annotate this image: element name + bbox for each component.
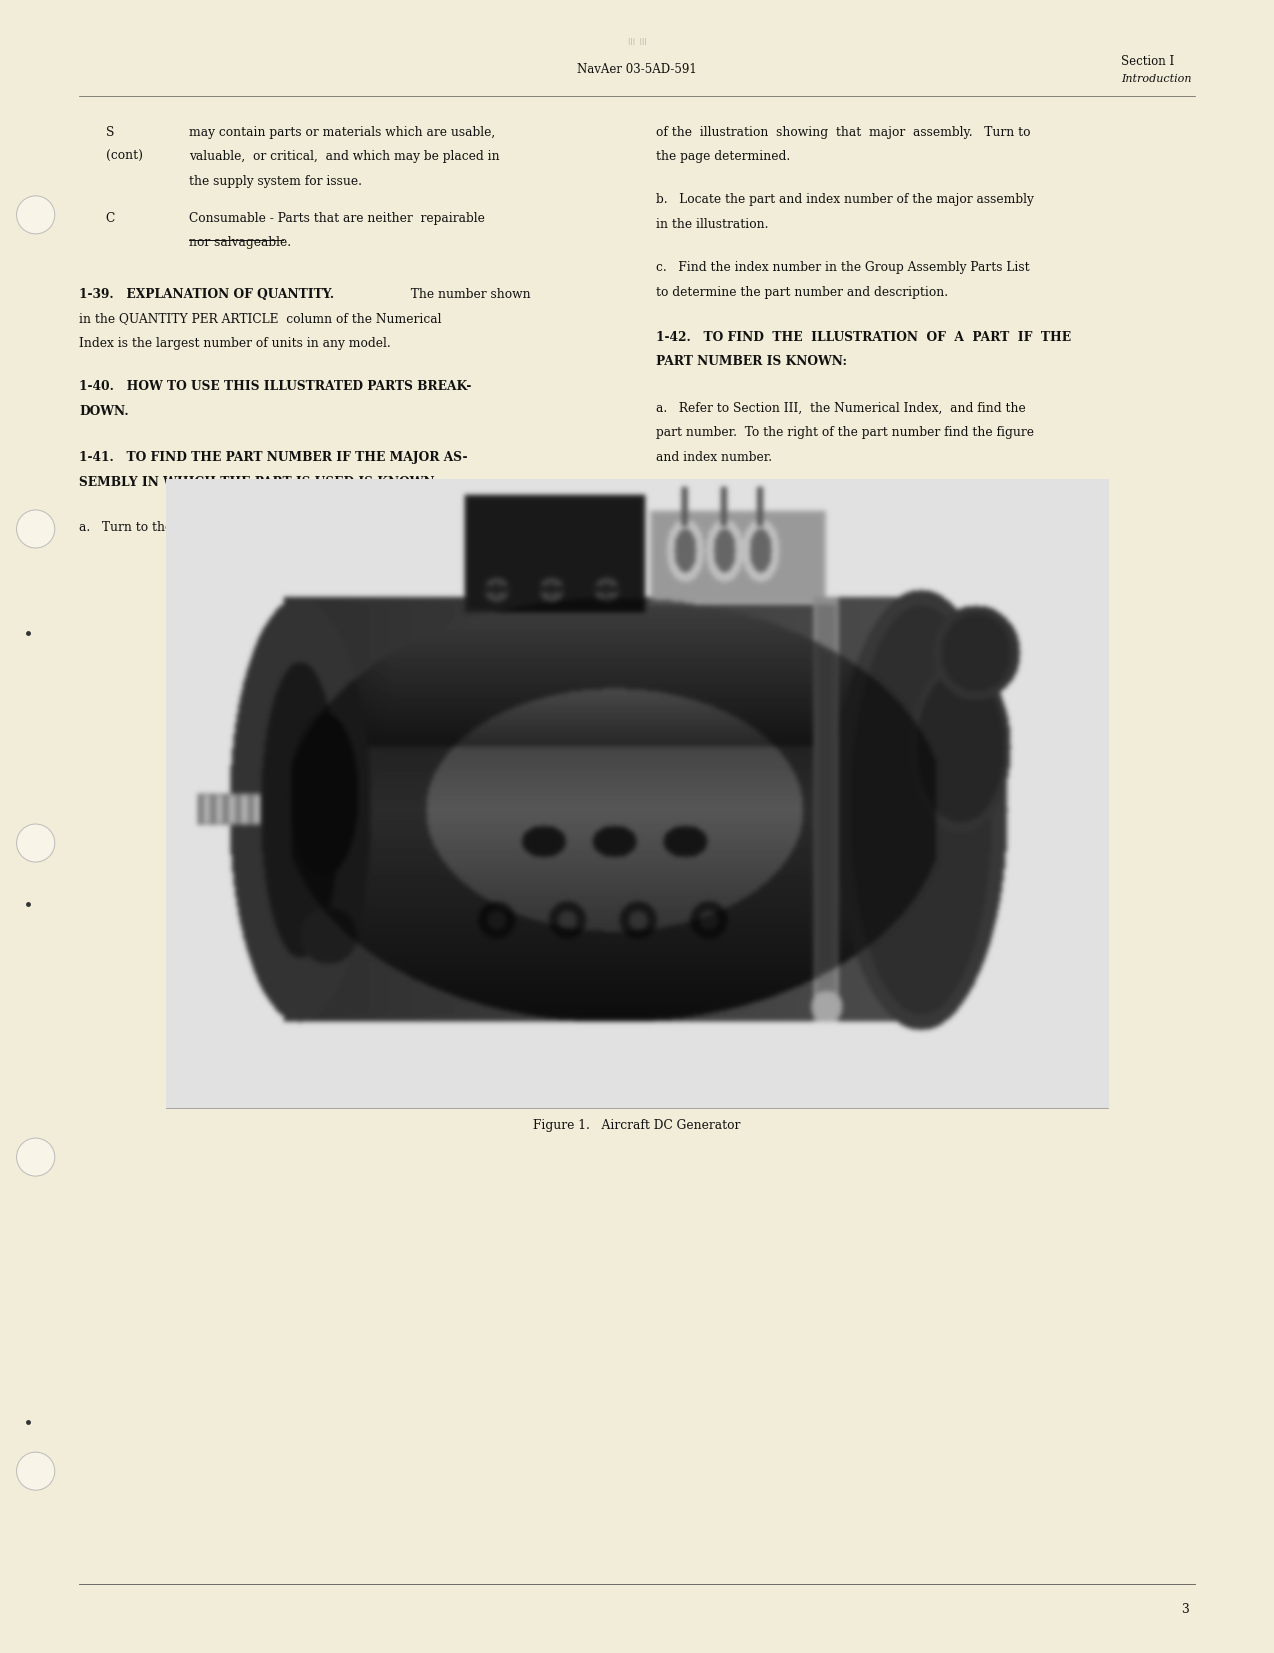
Text: Index is the largest number of units in any model.: Index is the largest number of units in … bbox=[79, 337, 391, 350]
Text: part number.  To the right of the part number find the figure: part number. To the right of the part nu… bbox=[656, 426, 1034, 440]
Text: in the illustration.: in the illustration. bbox=[656, 218, 768, 231]
Text: b.   Using the figure and index number obtained from Section: b. Using the figure and index number obt… bbox=[656, 496, 1041, 509]
Ellipse shape bbox=[17, 1451, 55, 1491]
Text: Introduction: Introduction bbox=[1121, 74, 1191, 84]
Text: and quantity.: and quantity. bbox=[656, 545, 738, 559]
Text: Consumable - Parts that are neither  repairable: Consumable - Parts that are neither repa… bbox=[189, 212, 484, 225]
Text: 1-39.   EXPLANATION OF QUANTITY.: 1-39. EXPLANATION OF QUANTITY. bbox=[79, 288, 334, 301]
Text: in the QUANTITY PER ARTICLE  column of the Numerical: in the QUANTITY PER ARTICLE column of th… bbox=[79, 312, 442, 326]
Text: 1-40.   HOW TO USE THIS ILLUSTRATED PARTS BREAK-: 1-40. HOW TO USE THIS ILLUSTRATED PARTS … bbox=[79, 380, 471, 393]
Text: (cont): (cont) bbox=[106, 150, 143, 164]
Text: c.   Find the index number in the Group Assembly Parts List: c. Find the index number in the Group As… bbox=[656, 261, 1029, 274]
Text: the supply system for issue.: the supply system for issue. bbox=[189, 175, 362, 188]
Text: NavAer 03-5AD-591: NavAer 03-5AD-591 bbox=[577, 63, 697, 76]
Ellipse shape bbox=[17, 509, 55, 547]
Text: a.   Turn to the Table of Contents and find the page number: a. Turn to the Table of Contents and fin… bbox=[79, 521, 451, 534]
Text: valuable,  or critical,  and which may be placed in: valuable, or critical, and which may be … bbox=[189, 150, 499, 164]
Text: and index number.: and index number. bbox=[656, 451, 772, 464]
Text: may contain parts or materials which are usable,: may contain parts or materials which are… bbox=[189, 126, 494, 139]
Text: PART NUMBER IS KNOWN:: PART NUMBER IS KNOWN: bbox=[656, 355, 847, 369]
Text: III,  refer to Section II and illustration for correct description: III, refer to Section II and illustratio… bbox=[656, 521, 1038, 534]
Text: C: C bbox=[106, 212, 115, 225]
Text: b.   Locate the part and index number of the major assembly: b. Locate the part and index number of t… bbox=[656, 193, 1034, 207]
Ellipse shape bbox=[17, 823, 55, 863]
Text: nor salvageable.: nor salvageable. bbox=[189, 236, 290, 250]
Text: S: S bbox=[106, 126, 115, 139]
Text: 3: 3 bbox=[1181, 1603, 1189, 1617]
Ellipse shape bbox=[17, 197, 55, 233]
Text: a.   Refer to Section III,  the Numerical Index,  and find the: a. Refer to Section III, the Numerical I… bbox=[656, 402, 1026, 415]
Text: to determine the part number and description.: to determine the part number and descrip… bbox=[656, 286, 948, 299]
Text: Figure 1.   Aircraft DC Generator: Figure 1. Aircraft DC Generator bbox=[534, 1119, 740, 1132]
Text: |||  |||: ||| ||| bbox=[628, 38, 646, 45]
Text: of the  illustration  showing  that  major  assembly.   Turn to: of the illustration showing that major a… bbox=[656, 126, 1031, 139]
Ellipse shape bbox=[17, 1137, 55, 1177]
Text: SEMBLY IN WHICH THE PART IS USED IS KNOWN:: SEMBLY IN WHICH THE PART IS USED IS KNOW… bbox=[79, 476, 438, 489]
Text: 1-42.   TO FIND  THE  ILLUSTRATION  OF  A  PART  IF  THE: 1-42. TO FIND THE ILLUSTRATION OF A PART… bbox=[656, 331, 1071, 344]
Text: The number shown: The number shown bbox=[403, 288, 530, 301]
Text: 1-41.   TO FIND THE PART NUMBER IF THE MAJOR AS-: 1-41. TO FIND THE PART NUMBER IF THE MAJ… bbox=[79, 451, 468, 464]
Text: the page determined.: the page determined. bbox=[656, 150, 790, 164]
Text: Section I: Section I bbox=[1121, 55, 1175, 68]
Text: DOWN.: DOWN. bbox=[79, 405, 129, 418]
FancyBboxPatch shape bbox=[166, 479, 1108, 1108]
